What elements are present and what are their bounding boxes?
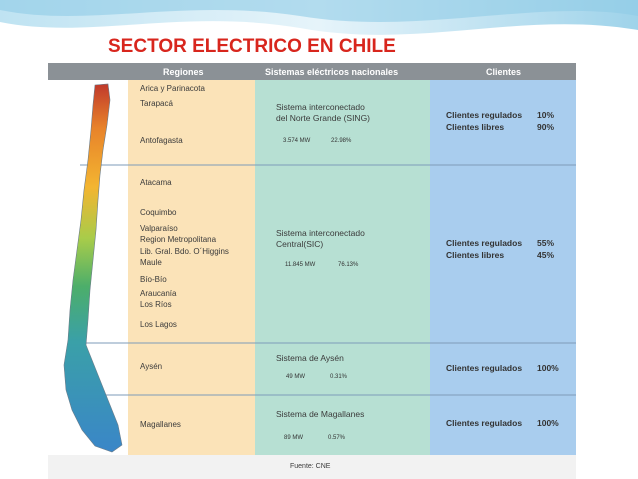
capacity: 11.845 MW bbox=[285, 262, 316, 268]
client-type: Clientes regulados bbox=[446, 110, 523, 120]
region: Atacama bbox=[140, 178, 172, 187]
region: Araucanía bbox=[140, 289, 177, 298]
client-type: Clientes libres bbox=[446, 122, 505, 132]
footer-row bbox=[48, 455, 576, 479]
client-type: Clientes regulados bbox=[446, 363, 523, 373]
client-share: 90% bbox=[537, 122, 555, 132]
title: SECTOR ELECTRICO EN CHILE bbox=[108, 36, 396, 57]
system-name: Sistema interconectado bbox=[276, 102, 365, 112]
client-share: 55% bbox=[537, 238, 555, 248]
region: Antofagasta bbox=[140, 136, 183, 145]
header-wave bbox=[0, 0, 638, 22]
system-name: Central(SIC) bbox=[276, 239, 324, 249]
systems-column bbox=[255, 80, 430, 455]
share: 22.98% bbox=[331, 138, 352, 144]
region: Coquimbo bbox=[140, 208, 177, 217]
regions-column bbox=[128, 80, 255, 455]
capacity: 3.574 MW bbox=[283, 138, 311, 144]
region: Los Ríos bbox=[140, 300, 172, 309]
header-cell: Clientes bbox=[486, 67, 522, 77]
region: Lib. Gral. Bdo. O´Higgins bbox=[140, 247, 229, 256]
region: Tarapacá bbox=[140, 99, 173, 108]
capacity: 49 MW bbox=[286, 374, 306, 380]
share: 0.57% bbox=[328, 435, 346, 441]
capacity: 89 MW bbox=[284, 435, 304, 441]
source: Fuente: CNE bbox=[290, 463, 331, 470]
client-share: 100% bbox=[537, 418, 559, 428]
region: Aysén bbox=[140, 362, 163, 371]
region: Magallanes bbox=[140, 420, 181, 429]
client-share: 45% bbox=[537, 250, 555, 260]
client-share: 10% bbox=[537, 110, 555, 120]
chile-map bbox=[63, 83, 123, 453]
header-cell: Sistemas eléctricos nacionales bbox=[265, 67, 399, 77]
client-type: Clientes libres bbox=[446, 250, 505, 260]
header-cell: Regiones bbox=[163, 67, 204, 77]
client-share: 100% bbox=[537, 363, 559, 373]
clients-column bbox=[430, 80, 576, 455]
system-name: Sistema de Magallanes bbox=[276, 409, 365, 419]
row-dividers bbox=[75, 164, 576, 396]
region: Arica y Parinacota bbox=[140, 84, 205, 93]
client-type: Clientes regulados bbox=[446, 418, 523, 428]
system-name: del Norte Grande (SING) bbox=[276, 113, 371, 123]
share: 0.31% bbox=[330, 374, 348, 380]
system-name: Sistema interconectado bbox=[276, 228, 365, 238]
region: Los Lagos bbox=[140, 320, 177, 329]
share: 76.13% bbox=[338, 262, 359, 268]
region: Bío-Bío bbox=[140, 275, 167, 284]
header-row bbox=[48, 63, 576, 80]
client-type: Clientes regulados bbox=[446, 238, 523, 248]
region: Maule bbox=[140, 258, 162, 267]
region: Valparaíso bbox=[140, 224, 178, 233]
region: Region Metropolitana bbox=[140, 235, 217, 244]
system-name: Sistema de Aysén bbox=[276, 353, 344, 363]
